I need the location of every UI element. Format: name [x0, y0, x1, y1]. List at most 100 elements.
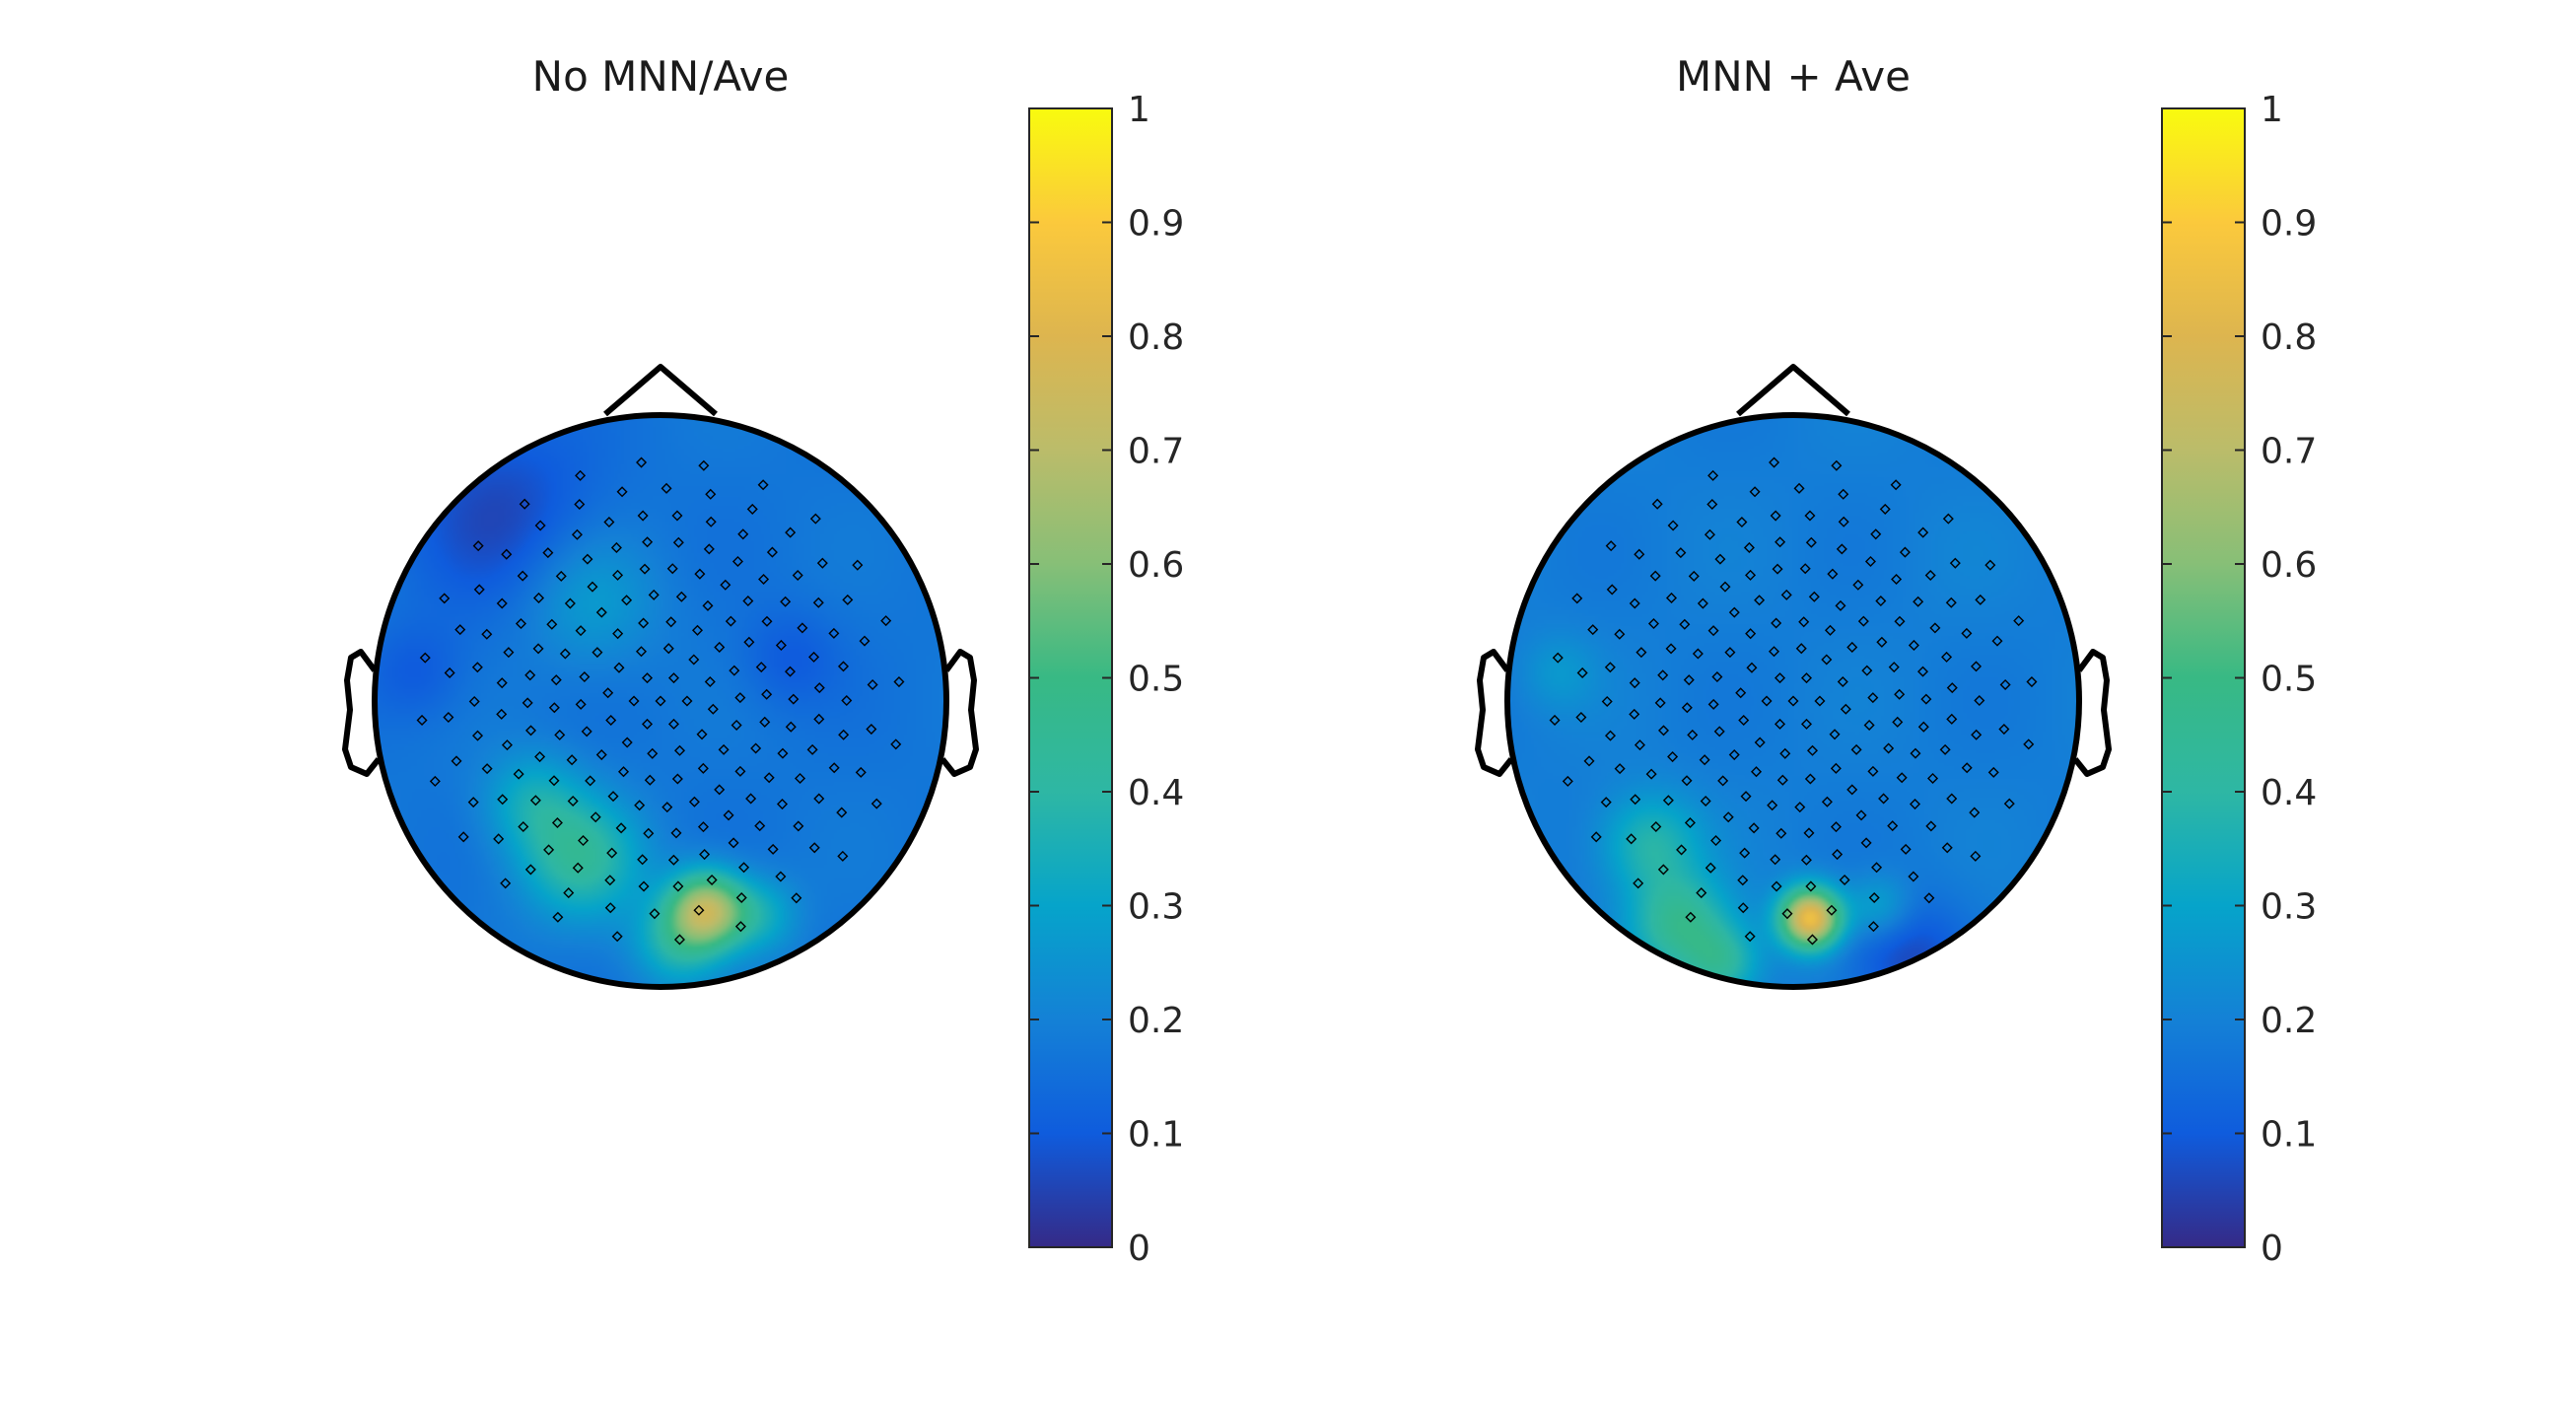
electrode-marker — [1787, 695, 1799, 707]
electrode-marker — [1654, 697, 1666, 709]
electrode-marker — [1795, 643, 1807, 655]
colorbar-tick-label: 0.2 — [2261, 1001, 2317, 1041]
electrode-marker — [534, 751, 546, 763]
electrode-marker — [517, 570, 528, 582]
electrode-marker — [471, 662, 483, 673]
electrode-marker — [1860, 837, 1872, 849]
electrode-marker — [1626, 833, 1637, 845]
electrode-marker — [728, 837, 739, 849]
electrode-marker — [731, 719, 742, 731]
electrode-marker — [605, 714, 617, 727]
electrode-marker — [1676, 844, 1688, 856]
electrode-marker — [870, 798, 882, 809]
electrode-marker — [481, 628, 493, 640]
electrode-marker — [1645, 768, 1657, 780]
panel-mnn-ave: MNN + Ave 0 0.1 0.2 0.3 0.4 0.5 0.6 0.7 0.8 0.9 1 — [1475, 52, 2317, 1269]
electrode-marker — [707, 703, 719, 715]
electrode-marker — [595, 749, 607, 761]
electrode-marker — [1941, 842, 1953, 854]
colorbar-tick-label: 0.7 — [1128, 432, 1184, 472]
electrode-marker — [1696, 887, 1707, 899]
electrode-marker — [1974, 695, 1985, 707]
electrode-marker — [1969, 807, 1981, 818]
electrode-marker — [592, 647, 603, 659]
electrode-marker — [705, 488, 717, 500]
electrode-marker — [1836, 543, 1847, 555]
electrode-marker — [1775, 536, 1786, 548]
electrode-marker — [1896, 772, 1908, 784]
electrode-marker — [735, 891, 747, 904]
electrode-marker — [529, 795, 541, 807]
electrode-marker — [1681, 775, 1693, 787]
electrode-marker — [1805, 536, 1817, 548]
electrode-marker — [795, 772, 806, 784]
electrode-marker — [1779, 747, 1791, 759]
electrode-marker — [1657, 725, 1670, 737]
electrode-marker — [1775, 827, 1787, 839]
colorbar-tick-label: 0.3 — [1128, 887, 1184, 928]
colorbar-tick-label: 0.7 — [2261, 432, 2317, 472]
electrode-marker — [1737, 902, 1749, 914]
electrode-marker — [1604, 730, 1617, 741]
electrode-marker — [647, 747, 659, 759]
electrode-marker — [775, 871, 787, 882]
electrode-marker — [761, 615, 773, 627]
electrode-marker — [617, 766, 630, 778]
electrode-marker — [638, 880, 650, 892]
electrode-marker — [1710, 835, 1722, 847]
electrode-marker — [1601, 695, 1613, 707]
electrode-marker — [1629, 597, 1640, 609]
electrode-marker — [634, 800, 646, 811]
electrode-marker — [673, 744, 686, 756]
electrode-marker — [1722, 811, 1734, 823]
electrode-marker — [828, 762, 840, 774]
electrode-marker — [1857, 615, 1869, 627]
electrode-marker — [1891, 573, 1903, 586]
electrode-marker — [1771, 617, 1782, 629]
electrode-marker — [1929, 622, 1941, 634]
electrode-marker — [1665, 643, 1677, 655]
electrode-marker — [574, 498, 586, 511]
electrode-marker — [777, 747, 789, 759]
electrode-marker — [1604, 662, 1616, 673]
electrode-marker — [1927, 772, 1939, 784]
electrode-marker — [612, 628, 624, 640]
electrode-marker — [1728, 749, 1740, 761]
electrode-marker — [837, 850, 849, 862]
colorbar-tick-label: 0.3 — [2261, 887, 2317, 928]
electrode-marker — [1746, 662, 1758, 673]
nose-outline — [1736, 364, 1850, 417]
electrode-marker — [515, 618, 526, 630]
electrode-marker — [816, 557, 828, 569]
electrode-marker — [1803, 827, 1815, 839]
electrode-marker — [1750, 766, 1763, 778]
electrode-marker — [641, 672, 654, 684]
electrode-marker — [714, 784, 726, 796]
electrode-marker — [1685, 911, 1697, 923]
electrode-marker — [1745, 628, 1757, 640]
electrode-marker — [1724, 647, 1736, 659]
electrode-marker — [1800, 718, 1813, 730]
colorbar-tick-label: 0.6 — [1128, 545, 1184, 586]
electrode-marker — [1917, 527, 1929, 538]
electrode-marker — [1629, 708, 1640, 720]
electrode-marker — [1870, 528, 1882, 540]
electrode-marker — [1806, 744, 1819, 756]
electrode-marker — [1900, 843, 1912, 855]
electrode-marker — [1749, 486, 1761, 498]
electrode-marker — [648, 589, 660, 600]
electrode-marker — [501, 739, 513, 751]
electrode-marker — [1883, 742, 1895, 754]
electrode-marker — [616, 486, 628, 498]
electrode-marker — [791, 892, 802, 904]
electrode-marker — [1831, 459, 1843, 471]
electrode-marker — [662, 643, 674, 655]
colorbar-tick-label: 0.9 — [2261, 204, 2317, 245]
electrode-marker — [1945, 597, 1957, 608]
electrode-marker — [737, 528, 749, 540]
electrode-marker — [1776, 774, 1788, 786]
electrode-marker — [1769, 457, 1780, 468]
electrode-marker — [551, 816, 563, 829]
electrode-marker — [1808, 591, 1820, 602]
electrode-marker — [718, 743, 730, 755]
